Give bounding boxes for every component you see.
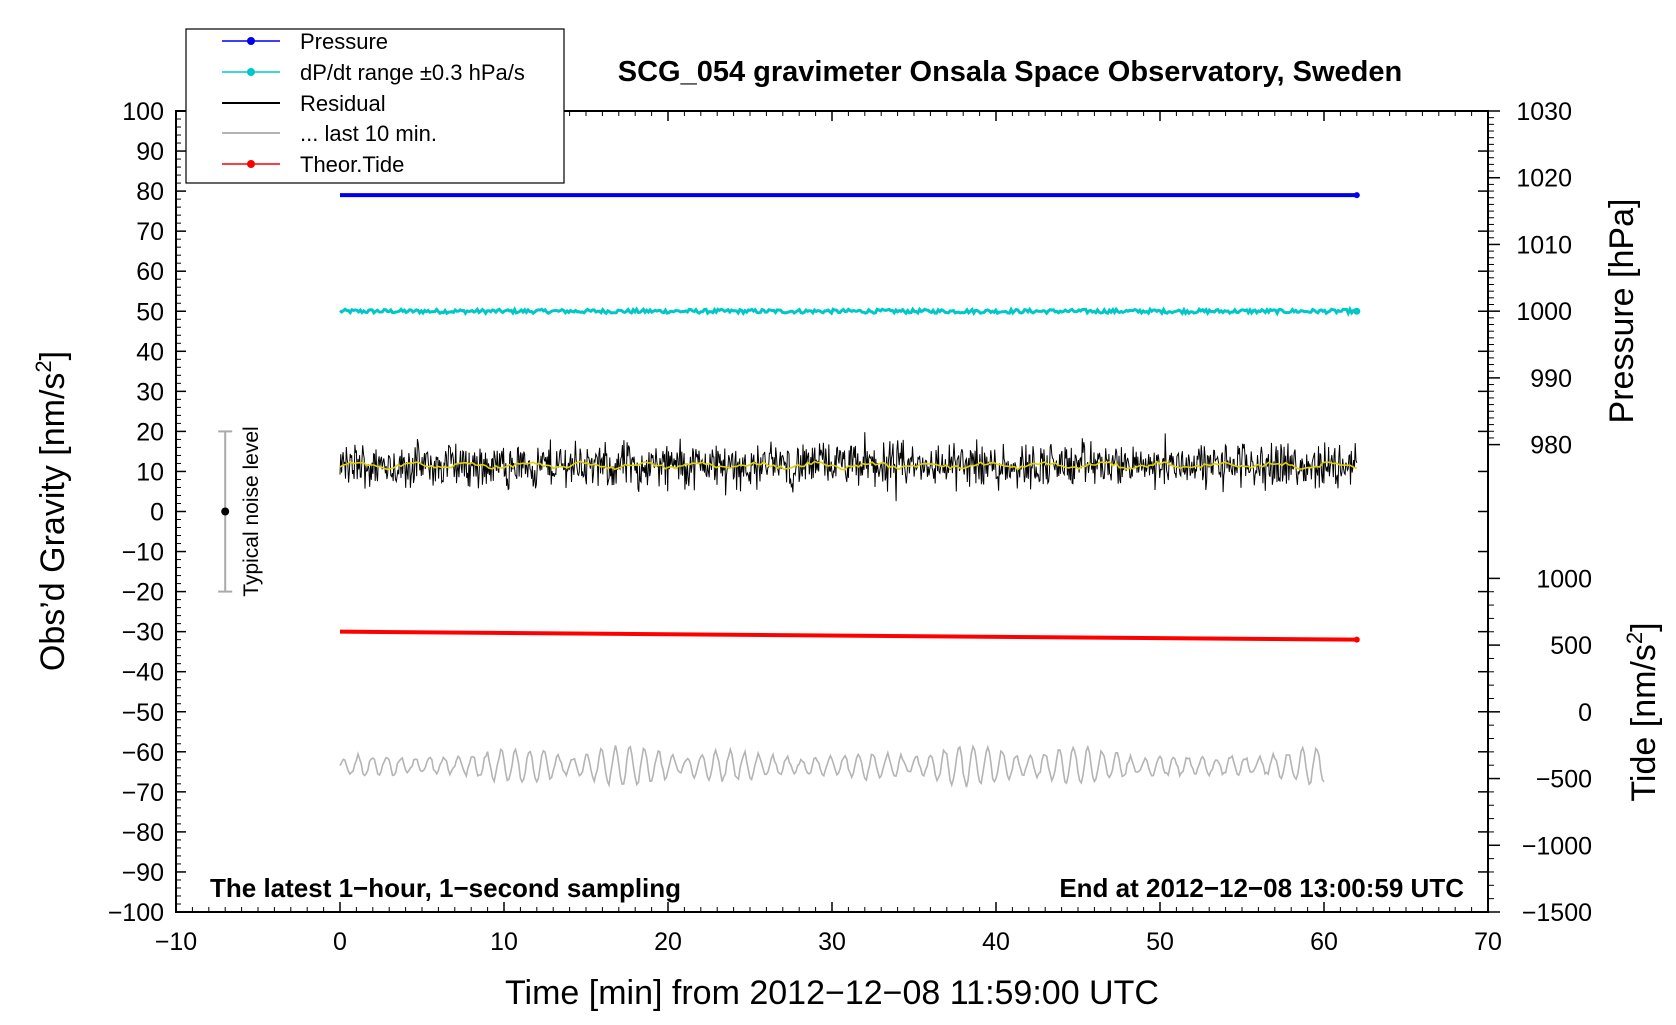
pressure-tick-label: 1020 [1516, 165, 1572, 193]
x-tick-label: 40 [982, 928, 1010, 956]
x-tick-label: −10 [155, 928, 197, 956]
legend-item-pressure: Pressure [222, 29, 388, 54]
pressure-tick-label: 1030 [1516, 98, 1572, 126]
series-residual-line [339, 432, 1358, 502]
tide-tick-label: 1000 [1536, 565, 1592, 593]
legend-label-pressure: Pressure [300, 29, 388, 54]
y-tick-label: 90 [136, 138, 164, 166]
y-tick-label: 0 [150, 499, 164, 527]
tide-tick-label: 0 [1578, 699, 1592, 727]
y-axis-label-left: Obs’d Gravity [nm/s2] [31, 351, 72, 671]
legend-label-theor-tide: Theor.Tide [300, 152, 404, 177]
series-theor-tide-end-marker [1353, 636, 1360, 643]
series-dpdt-end-marker [1353, 307, 1361, 315]
series-dpdt-band [339, 305, 1358, 317]
plot-frame [175, 110, 1489, 913]
series-theor-tide-line [339, 629, 1357, 642]
tide-tick-label: −500 [1536, 766, 1592, 794]
noise-level-center-dot [221, 507, 230, 516]
x-tick-label: 20 [654, 928, 682, 956]
chart-title: SCG_054 gravimeter Onsala Space Observat… [618, 56, 1402, 88]
pressure-tick-label: 1010 [1516, 231, 1572, 259]
x-tick-label: 60 [1310, 928, 1338, 956]
y-tick-label: 100 [122, 98, 164, 126]
noise-level-indicator: Typical noise level [218, 426, 263, 597]
legend-item-residual: Residual [222, 91, 386, 116]
x-axis-label: Time [min] from 2012−12−08 11:59:00 UTC [505, 974, 1159, 1012]
x-tick-label: 10 [490, 928, 518, 956]
y-tick-label: 40 [136, 338, 164, 366]
y-tick-label: −30 [122, 619, 164, 647]
series-residual-smoothed-line [339, 460, 1358, 471]
legend-marker-theor-tide [247, 160, 255, 168]
y-axis-label-pressure: Pressure [hPa] [1603, 199, 1641, 424]
pressure-tick-label: 990 [1530, 365, 1572, 393]
y-tick-label: −40 [122, 659, 164, 687]
series-last-10-min-line [339, 744, 1325, 788]
legend-label-last-10-min: ... last 10 min. [300, 121, 437, 146]
legend-marker-dpdt [247, 68, 255, 76]
y-tick-label: −100 [108, 899, 164, 927]
annotation-end-time: End at 2012−12−08 13:00:59 UTC [1059, 873, 1464, 903]
noise-level-label: Typical noise level [240, 426, 263, 596]
x-tick-label: 50 [1146, 928, 1174, 956]
pressure-tick-label: 1000 [1516, 298, 1572, 326]
legend-item-dpdt: dP/dt range ±0.3 hPa/s [222, 60, 525, 85]
tide-tick-label: −1500 [1522, 899, 1592, 927]
y-tick-label: −70 [122, 779, 164, 807]
y-tick-label: −10 [122, 539, 164, 567]
pressure-tick-label: 980 [1530, 432, 1572, 460]
y-tick-label: −50 [122, 699, 164, 727]
annotation-sampling: The latest 1−hour, 1−second sampling [210, 873, 681, 903]
y-axis-label-tide: Tide [nm/s2] [1622, 622, 1663, 801]
y-tick-label: 80 [136, 178, 164, 206]
tide-tick-label: 500 [1550, 632, 1592, 660]
legend-label-residual: Residual [300, 91, 386, 116]
x-tick-label: 30 [818, 928, 846, 956]
legend-box [185, 28, 565, 184]
y-tick-label: −60 [122, 739, 164, 767]
legend-item-last-10-min: ... last 10 min. [222, 121, 437, 146]
x-tick-label: 70 [1474, 928, 1502, 956]
axes-layer: 1009080706050403020100−10−20−30−40−50−60… [108, 98, 1592, 956]
legend-label-dpdt: dP/dt range ±0.3 hPa/s [300, 60, 525, 85]
y-tick-label: −80 [122, 819, 164, 847]
x-tick-label: 0 [333, 928, 347, 956]
legend-marker-pressure [247, 37, 255, 45]
series-pressure-end-marker [1353, 192, 1360, 199]
y-tick-label: 70 [136, 218, 164, 246]
series-layer [339, 192, 1361, 788]
y-tick-label: 10 [136, 458, 164, 486]
tide-tick-label: −1000 [1522, 832, 1592, 860]
legend: Pressure dP/dt range ±0.3 hPa/s Residual… [185, 28, 565, 184]
y-tick-label: −20 [122, 579, 164, 607]
legend-item-theor-tide: Theor.Tide [222, 152, 404, 177]
y-tick-label: 30 [136, 378, 164, 406]
y-tick-label: 20 [136, 418, 164, 446]
y-tick-label: 60 [136, 258, 164, 286]
y-tick-label: 50 [136, 298, 164, 326]
y-tick-label: −90 [122, 859, 164, 887]
